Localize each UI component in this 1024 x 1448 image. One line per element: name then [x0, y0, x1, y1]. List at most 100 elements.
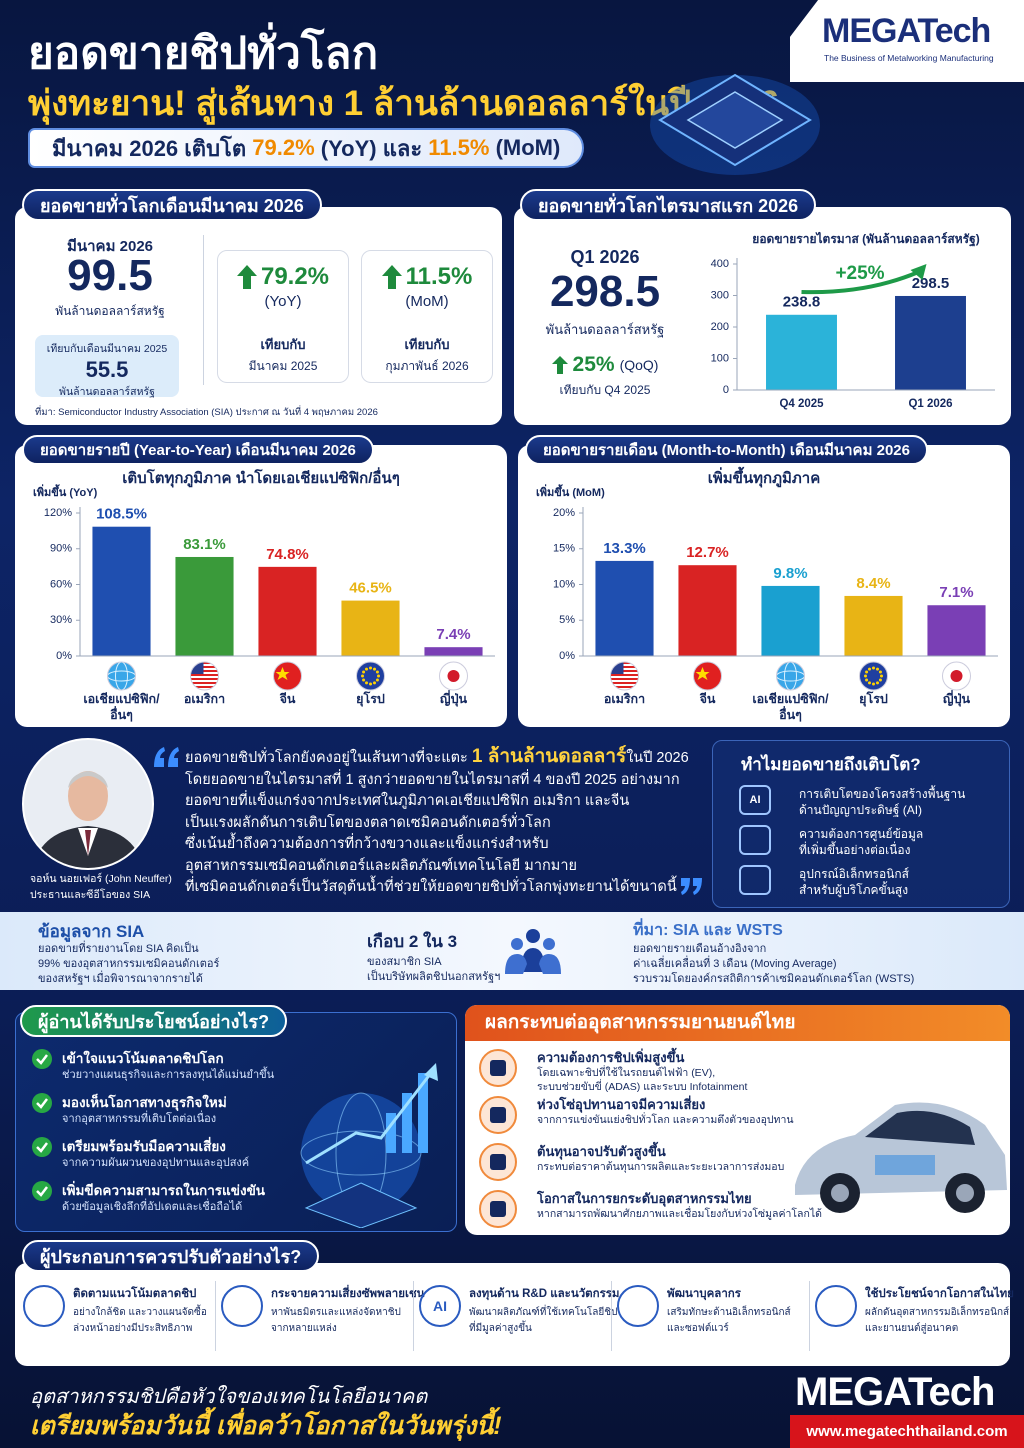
chart-subtitle: เติบโตทุกภูมิภาค นำโดยเอเชียแปซิฟิก/อื่น… — [122, 467, 400, 488]
bar — [424, 647, 483, 656]
adapt-title: ติดตามแนวโน้มตลาดชิป — [73, 1288, 197, 1300]
adapt-icon — [815, 1285, 857, 1327]
check-wrap — [32, 1049, 52, 1074]
benefit-title: เพิ่มขีดความสามารถในการแข่งขัน — [62, 1183, 266, 1198]
sia-text: ค่าเฉลี่ยเคลื่อนที่ 3 เดือน (Moving Aver… — [633, 958, 837, 970]
icon-text: AI — [749, 794, 761, 806]
impact-title: โอกาสในการยกระดับอุตสาหกรรมไทย — [537, 1191, 752, 1206]
sia-strip: ข้อมูลจาก SIA ยอดขายที่รายงานโดย SIA คิดเ… — [0, 912, 1024, 990]
title-line1: ยอดขายชิปทั่วโลก — [28, 29, 379, 78]
adapt-title: กระจายความเสี่ยงซัพพลายเชน — [271, 1288, 425, 1300]
stripe — [190, 662, 219, 664]
y-tick-label: 5% — [559, 614, 575, 626]
check-bg — [32, 1181, 52, 1201]
quote-line: ซึ่งเน้นย้ำถึงความต้องการที่กว้างขวางและ… — [185, 836, 549, 852]
yoy-panel: เติบโตทุกภูมิภาค นำโดยเอเชียแปซิฟิก/อื่น… — [15, 445, 507, 727]
sia-title: เกือบ 2 ใน 3 — [367, 932, 458, 951]
subtitle-part: 79.2% — [252, 135, 315, 160]
adapt-desc: พัฒนาผลิตภัณฑ์ที่ใช้เทคโนโลยีชิป — [469, 1307, 618, 1318]
x-tick-label: ญี่ปุ่น — [439, 692, 468, 706]
bar — [761, 585, 820, 656]
y-tick-label: 90% — [50, 543, 72, 555]
card-value: 11.5% — [405, 263, 473, 290]
source: ที่มา: Semiconductor Industry Associatio… — [35, 407, 378, 418]
subtitle-part: (MoM) — [489, 135, 561, 160]
sia-text: ยอดขายที่รายงานโดย SIA คิดเป็น — [38, 943, 199, 955]
value-label: 108.5% — [96, 506, 147, 523]
quote-line: ที่เซมิคอนดักเตอร์เป็นวัสดุต้นน้ำที่ช่วย… — [185, 879, 677, 895]
compare-value: 55.5 — [85, 357, 129, 382]
eu-star — [377, 674, 380, 678]
chart-svg: เติบโตทุกภูมิภาค นำโดยเอเชียแปซิฟิก/อื่น… — [33, 467, 495, 691]
flag-body — [859, 662, 888, 690]
x-tick-label: ยุโรป — [356, 692, 385, 706]
impact-icon — [479, 1049, 517, 1087]
panel-title: ยอดขายรายปี (Year-to-Year) เดือนมีนาคม 2… — [22, 435, 374, 465]
quote-mark — [154, 747, 179, 767]
value-label: 46.5% — [349, 580, 392, 597]
icon-core — [490, 1201, 506, 1217]
value-label: 12.7% — [686, 544, 729, 561]
eu-star — [865, 670, 869, 674]
growth-card: 79.2% (YoY) เทียบกับ มีนาคม 2025 — [217, 250, 349, 383]
speaker-role: ประธานและซีอีโอของ SIA — [30, 889, 151, 901]
icon-wrap — [479, 1143, 517, 1186]
impact-title: ความต้องการชิปเพิ่มสูงขึ้น — [537, 1050, 685, 1065]
sia-text: รวบรวมโดยองค์กรสถิติการค้าเซมิคอนดักเตอร… — [633, 973, 915, 985]
chip-decoration — [650, 73, 820, 175]
mom-panel: เพิ่มขึ้นทุกภูมิภาค เพิ่มขึ้น (MoM) 0% 5% 10… — [518, 445, 1010, 727]
eu-star — [876, 667, 879, 671]
flag-icon — [107, 661, 136, 691]
stripe — [190, 666, 219, 668]
eu-star — [872, 666, 875, 670]
flag-icon — [190, 661, 219, 691]
sun — [447, 670, 460, 682]
compare-box: เทียบกับเดือนมีนาคม 2025 55.5 พันล้านดอล… — [35, 335, 179, 398]
adapt-title: ลงทุนด้าน R&D และนวัตกรรม — [469, 1288, 620, 1300]
value-label: 74.8% — [266, 546, 309, 563]
sia-text: ของสมาชิก SIA — [367, 956, 442, 968]
adapt-icon: AI — [419, 1285, 461, 1327]
logo-brand: MEGATech — [822, 12, 991, 50]
adapt-title: ใช้ประโยชน์จากโอกาสในไทย — [865, 1288, 1014, 1300]
car-decoration — [795, 1102, 1007, 1213]
flag-ring — [439, 661, 468, 691]
flag-icon — [693, 661, 722, 691]
flag-bg — [693, 662, 722, 690]
flag-bg — [273, 662, 302, 690]
why-text: สำหรับผู้บริโภคขั้นสูง — [799, 883, 909, 897]
portrait — [22, 738, 154, 870]
benefit-title: เตรียมพร้อมรับมือความเสี่ยง — [62, 1139, 226, 1154]
flag-ring — [190, 661, 219, 691]
eu-star — [868, 667, 871, 671]
quote-line: โดยยอดขายในไตรมาสที่ 1 สูงกว่ายอดขายในไต… — [185, 771, 680, 788]
flag-icon — [610, 661, 639, 691]
parallel — [776, 670, 805, 682]
divider — [203, 235, 204, 385]
impact-desc: ระบบช่วยขับขี่ (ADAS) และระบบ Infotainme… — [537, 1081, 748, 1093]
bar — [595, 560, 654, 656]
value-label: 83.1% — [183, 536, 226, 553]
stripe — [610, 678, 639, 680]
value-label: 9.8% — [773, 565, 807, 582]
adapt-title: พัฒนาบุคลากร — [667, 1288, 741, 1300]
flag-icon — [942, 661, 971, 691]
meridian — [115, 662, 128, 690]
flag-icon — [273, 661, 302, 691]
impact-desc: โดยเฉพาะชิปที่ใช้ในรถยนต์ไฟฟ้า (EV), — [537, 1067, 716, 1079]
sun — [950, 670, 963, 682]
logo-box — [790, 0, 1024, 82]
y-tick-label: 30% — [50, 614, 72, 626]
check-wrap — [32, 1181, 52, 1206]
flag-body — [273, 662, 302, 690]
card-period: มีนาคม 2025 — [248, 359, 318, 373]
monthly-panel: มีนาคม 2026 99.5 พันล้านดอลลาร์สหรัฐ เที… — [15, 207, 502, 425]
why-icon — [739, 825, 771, 855]
eu-star — [868, 681, 871, 685]
sia-text: ยอดขายรายเดือนอ้างอิงจาก — [633, 943, 767, 955]
icon-wrap — [479, 1096, 517, 1139]
chart-subtitle: เพิ่มขึ้นทุกภูมิภาค — [708, 466, 821, 488]
panel-title: ผู้อ่านได้รับประโยชน์อย่างไร? — [20, 1005, 288, 1037]
impact-icon — [479, 1190, 517, 1228]
